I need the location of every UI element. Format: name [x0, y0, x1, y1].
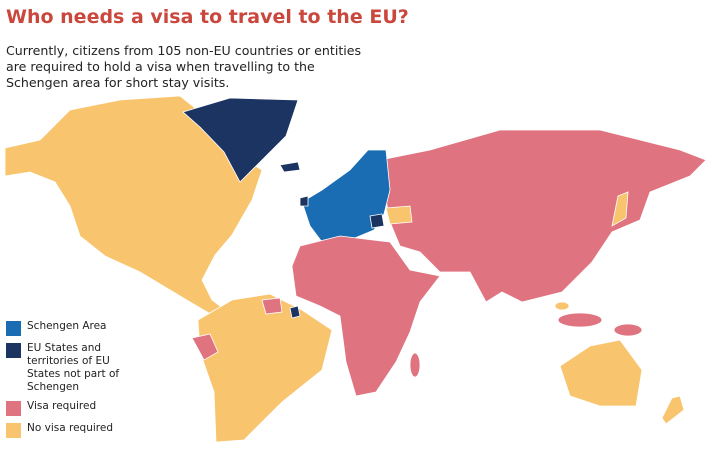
japan [611, 191, 629, 227]
indonesia [557, 312, 603, 328]
legend-label: Visa required [27, 400, 97, 412]
schengen-europe [301, 149, 391, 243]
legend-swatch [6, 321, 21, 336]
guiana [289, 305, 301, 319]
legend-swatch [6, 423, 21, 438]
russia-asia [379, 129, 707, 303]
subtitle: Currently, citizens from 105 non-EU coun… [6, 43, 362, 90]
madagascar [409, 352, 421, 378]
legend-label: No visa required [27, 422, 113, 434]
legend-item: Schengen Area [6, 320, 136, 336]
malaysia [554, 301, 570, 311]
north-america [4, 95, 263, 324]
guyana [261, 297, 283, 315]
iceland [279, 161, 301, 173]
ukraine [385, 205, 413, 225]
legend-label: EU States and territories of EU States n… [27, 342, 120, 393]
greenland [182, 97, 299, 183]
ireland [299, 195, 309, 207]
new-zealand [661, 395, 685, 425]
non-schengen-eu [369, 213, 385, 229]
legend: Schengen Area EU States and territories o… [6, 320, 136, 444]
legend-swatch [6, 343, 21, 358]
africa [291, 235, 441, 397]
australia [559, 339, 643, 407]
legend-item: EU States and territories of EU States n… [6, 342, 136, 394]
south-america [197, 293, 333, 443]
legend-item: No visa required [6, 422, 136, 438]
bolivia [191, 333, 219, 361]
new-guinea [613, 323, 643, 337]
legend-swatch [6, 401, 21, 416]
legend-label: Schengen Area [27, 320, 107, 332]
legend-item: Visa required [6, 400, 136, 416]
title: Who needs a visa to travel to the EU? [6, 6, 409, 28]
